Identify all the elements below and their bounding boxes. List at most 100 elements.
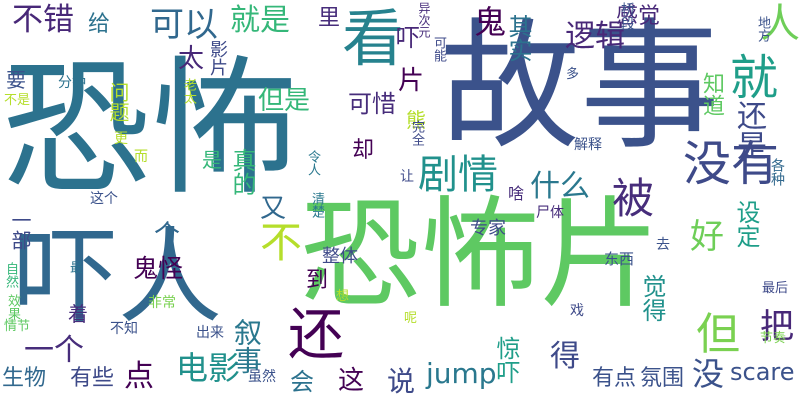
word: 分钟 (58, 75, 86, 91)
word: 戏 (570, 303, 584, 319)
word: 吓人 (14, 216, 223, 338)
word: 又 (260, 194, 287, 224)
word: 生物 (2, 366, 47, 391)
word: 啥 (508, 184, 525, 203)
word: 恐怖 (2, 43, 298, 215)
word: 着 (68, 302, 88, 326)
word: 更 (114, 131, 128, 147)
word: 要 (6, 68, 26, 92)
word: 但 (696, 309, 740, 360)
word: 老太 (181, 78, 196, 104)
word: 自然 (3, 262, 18, 288)
word: 尸体 (536, 205, 564, 221)
word: 专家 (470, 218, 506, 239)
word: 出来 (196, 325, 224, 341)
word: 鬼 (474, 3, 507, 41)
word: 鬼怪 (133, 254, 184, 283)
word: 是 (202, 148, 222, 172)
word: 非常 (148, 295, 176, 311)
word: 这个 (90, 191, 118, 207)
word: 有些 (70, 366, 115, 391)
word: 剧情 (418, 152, 498, 198)
word: 叙事 (230, 318, 263, 374)
word: 太 (178, 44, 205, 74)
word: 异次元 (417, 2, 431, 38)
word: 惊吓 (492, 336, 520, 384)
word: 桥段 (619, 2, 635, 30)
word: 而 (134, 149, 148, 165)
word: 还是 (731, 100, 766, 160)
word: 不知 (110, 321, 138, 337)
word: 有点 (592, 366, 637, 391)
word: 不 (260, 218, 303, 267)
word: 电影 (176, 349, 241, 387)
word: 呢 (404, 311, 418, 326)
word: 一部 (8, 210, 32, 250)
word: 却 (352, 138, 375, 163)
word: 最 (70, 261, 84, 276)
word: 这 (338, 366, 365, 396)
word: 说 (387, 365, 416, 398)
word: 让 (400, 169, 414, 185)
word: 节奏 (760, 331, 787, 346)
word: 影片 (207, 40, 228, 76)
word: 看 (342, 2, 405, 75)
word: 感觉 (616, 4, 661, 29)
word: 恐怖片 (300, 186, 660, 325)
word: 一个 (24, 333, 84, 368)
word: 人 (760, 1, 800, 47)
word: 可以 (150, 5, 218, 45)
word: 把 (760, 307, 794, 347)
word: 设定 (732, 200, 760, 248)
word: jump (426, 357, 497, 390)
word: 完全 (409, 120, 424, 146)
word: 整体 (322, 246, 358, 267)
word: 故事 (440, 6, 721, 169)
word: 熊 (406, 108, 426, 132)
word: 片 (398, 66, 425, 96)
word: 其实 (504, 14, 532, 62)
word: 问题 (106, 82, 130, 122)
word: 清楚 (309, 192, 324, 218)
word: 最后 (762, 281, 789, 296)
word: 没有 (683, 136, 780, 192)
word: 到 (306, 268, 329, 293)
word: 不是 (4, 93, 31, 108)
word: 没 (692, 355, 725, 393)
word: 个 (154, 220, 181, 250)
word: 点 (124, 359, 154, 394)
word: 各种 (769, 158, 785, 186)
word: 东西 (604, 250, 635, 268)
word: 会 (290, 368, 314, 396)
word: 多 (566, 67, 580, 82)
word: 但是 (258, 86, 311, 116)
word: 就是 (230, 3, 290, 38)
word: 去 (656, 237, 670, 253)
word: 给 (88, 12, 111, 37)
word: 被 (612, 174, 655, 223)
word: 什么 (530, 169, 590, 204)
word: 还 (288, 303, 344, 368)
word: 里 (318, 6, 341, 31)
word: 想 (336, 289, 350, 304)
word: 好 (690, 217, 724, 257)
word: 不错 (12, 2, 74, 38)
word: 氛围 (640, 366, 685, 391)
word: 觉得 (638, 274, 666, 322)
word: 情节 (4, 319, 31, 334)
word: 真的 (228, 148, 256, 196)
word: 逻辑 (565, 19, 625, 54)
word: 地方 (755, 16, 770, 42)
word: 可惜 (348, 90, 396, 118)
word: 就 (730, 50, 779, 106)
word: 得 (550, 339, 580, 374)
word: 吓 (396, 24, 420, 52)
word: scare (730, 358, 795, 386)
word: 知道 (699, 72, 724, 116)
word: 令人 (305, 150, 320, 176)
word: 效果 (5, 294, 20, 320)
word: 可能 (431, 36, 446, 62)
word: 解释 (574, 137, 602, 153)
word: 虽然 (248, 369, 276, 385)
